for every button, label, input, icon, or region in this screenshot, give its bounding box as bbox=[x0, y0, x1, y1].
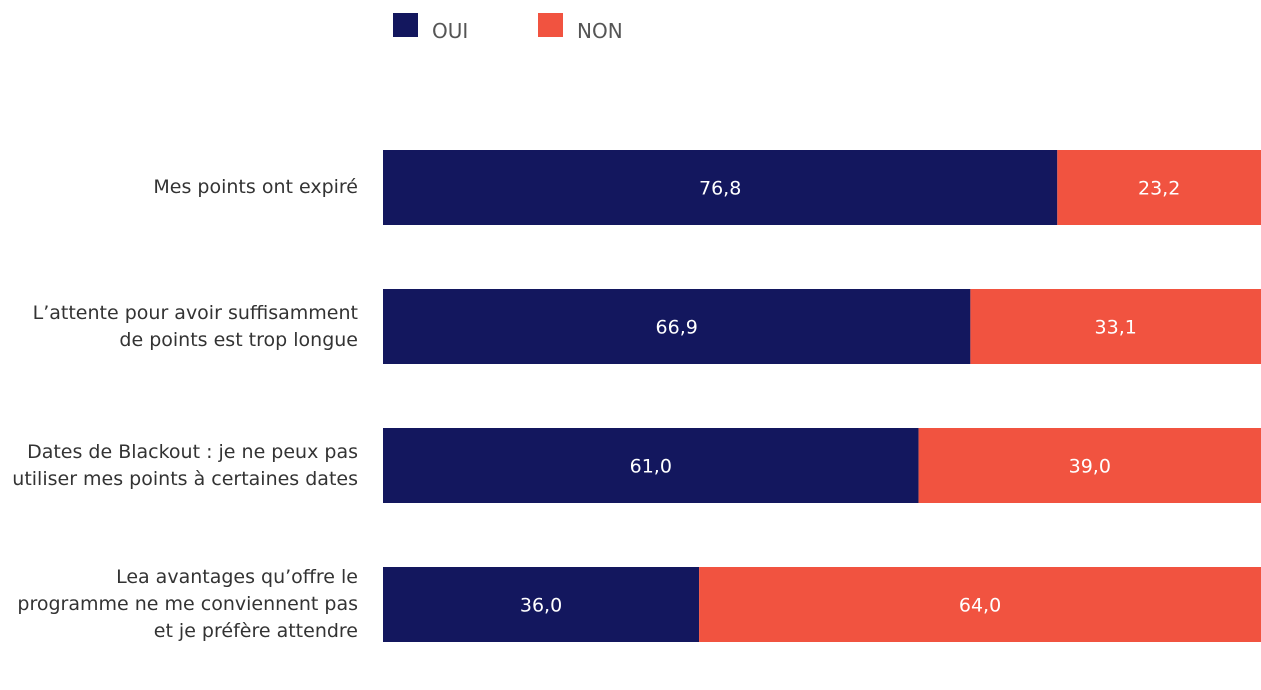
legend-label: NON bbox=[577, 19, 623, 43]
legend-swatch bbox=[393, 13, 418, 37]
bar-segment bbox=[383, 428, 919, 503]
data-label: 76,8 bbox=[699, 178, 741, 200]
legend-swatch bbox=[538, 13, 563, 37]
data-label: 39,0 bbox=[1069, 456, 1111, 478]
category-label: Lea avantages qu’offre le programme ne m… bbox=[17, 566, 358, 642]
bar-segment bbox=[383, 150, 1058, 225]
bar-segment bbox=[970, 289, 1261, 364]
category-label: L’attente pour avoir suffisamment de poi… bbox=[32, 301, 358, 351]
data-label: 64,0 bbox=[959, 595, 1001, 617]
bar-segment bbox=[918, 428, 1261, 503]
category-label: Mes points ont expiré bbox=[153, 176, 358, 198]
data-label: 66,9 bbox=[656, 317, 698, 339]
bar-segment bbox=[383, 567, 700, 642]
data-label: 36,0 bbox=[520, 595, 562, 617]
bar-segment bbox=[1057, 150, 1261, 225]
category-label: Dates de Blackout : je ne peux pas utili… bbox=[12, 440, 358, 490]
bar-segment bbox=[383, 289, 971, 364]
legend-label: OUI bbox=[432, 19, 468, 43]
data-label: 61,0 bbox=[630, 456, 672, 478]
data-label: 23,2 bbox=[1138, 178, 1180, 200]
data-label: 33,1 bbox=[1095, 317, 1137, 339]
bar-segment bbox=[699, 567, 1261, 642]
